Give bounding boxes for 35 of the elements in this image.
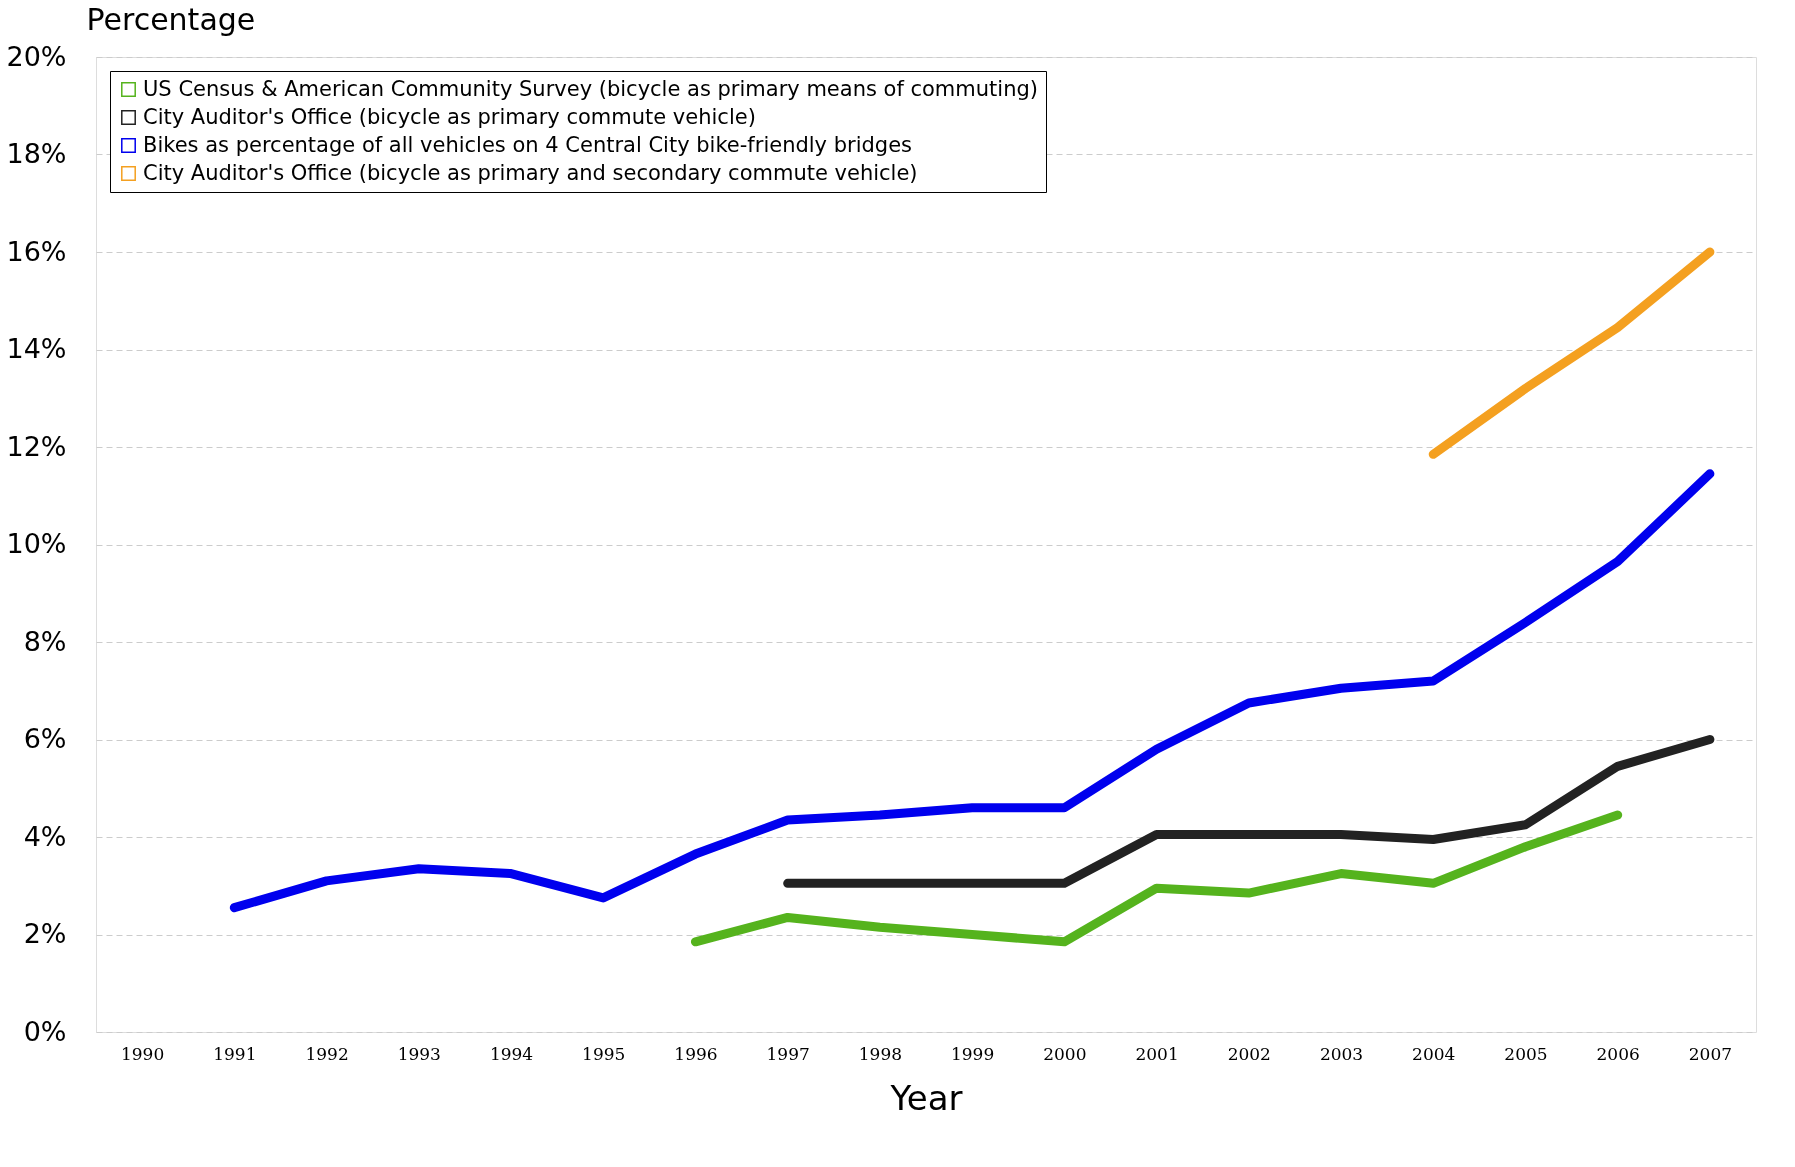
y-tick-label: 6% [23,723,67,754]
x-tick-label: 2004 [1412,1043,1456,1064]
y-tick-label: 8% [23,625,67,657]
x-tick-label: 2007 [1688,1043,1733,1064]
y-axis-title: Percentage [86,1,256,37]
y-tick-label: 2% [23,918,67,949]
legend-label: Bikes as percentage of all vehicles on 4 Central City bike-friendly bridges [143,132,913,157]
x-tick-label: 1997 [766,1043,810,1064]
x-tick-label: 1993 [397,1043,441,1064]
x-tick-label: 2005 [1504,1043,1548,1064]
legend-label: US Census & American Community Survey (bicycle as primary means of commuting) [143,76,1038,101]
y-tick-label: 20% [6,40,67,72]
legend-label: City Auditor's Office (bicycle as primary and secondary commute vehicle) [143,160,918,185]
x-tick-label: 1994 [489,1043,534,1064]
x-tick-label: 2001 [1135,1043,1179,1064]
y-tick-label: 4% [23,820,67,852]
legend-label: City Auditor's Office (bicycle as primary commute vehicle) [143,104,756,129]
x-tick-label: 1998 [858,1043,903,1064]
x-tick-label: 1992 [305,1043,349,1064]
x-tick-label: 2002 [1227,1043,1271,1064]
x-axis-title: Year [889,1077,963,1118]
y-tick-label: 12% [6,430,67,462]
y-tick-label: 14% [6,333,67,364]
y-tick-label: 10% [6,528,67,559]
y-tick-label: 16% [6,235,67,267]
x-tick-label: 1995 [582,1043,626,1064]
x-tick-label: 2006 [1596,1043,1640,1064]
x-tick-label: 1996 [674,1043,718,1064]
y-tick-label: 18% [6,138,67,169]
x-tick-label: 1991 [213,1043,257,1064]
y-tick-label: 0% [23,1015,67,1047]
x-tick-label: 2000 [1043,1043,1087,1064]
x-tick-label: 2003 [1319,1043,1364,1064]
x-tick-label: 1990 [120,1043,165,1064]
x-tick-label: 1999 [950,1043,995,1064]
